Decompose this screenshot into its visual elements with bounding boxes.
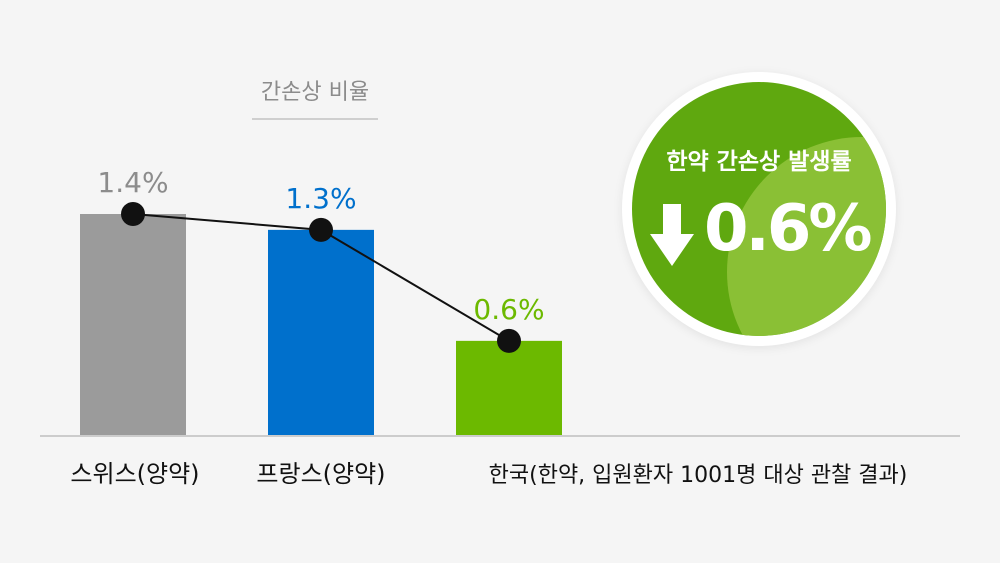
- arrow-down-icon: [650, 204, 694, 266]
- bar-2: [268, 229, 374, 436]
- bar-3: [456, 340, 562, 436]
- category-label-2: 프랑스(양약): [256, 460, 385, 488]
- badge-circle: 한약 간손상 발생률 0.6%: [632, 82, 886, 336]
- badge-title: 한약 간손상 발생률: [666, 149, 852, 175]
- highlight-badge: 한약 간손상 발생률 0.6%: [622, 72, 896, 346]
- category-label-3: 한국(한약, 입원환자 1001명 대상 관찰 결과): [489, 463, 908, 488]
- chart-subtitle: 간손상 비율: [252, 74, 378, 120]
- value-label-2: 1.3%: [285, 182, 356, 215]
- value-label-3: 0.6%: [473, 293, 544, 326]
- trend-point-2: [309, 217, 333, 242]
- badge-value-row: 0.6%: [650, 192, 880, 272]
- bar-1: [80, 214, 186, 436]
- trend-point-3: [497, 328, 521, 353]
- category-label-1: 스위스(양약): [70, 460, 199, 488]
- badge-value: 0.6%: [704, 192, 872, 266]
- trend-point-1: [121, 202, 145, 226]
- value-label-1: 1.4%: [97, 166, 168, 199]
